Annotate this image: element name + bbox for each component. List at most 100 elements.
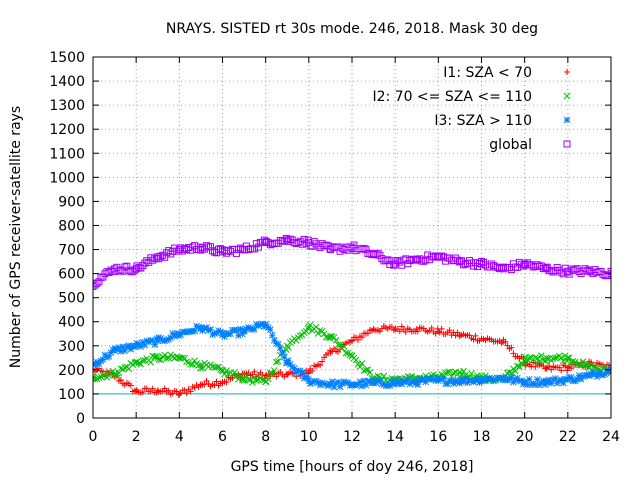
data-point: [245, 376, 252, 383]
data-point: [135, 359, 143, 367]
data-point: [460, 378, 467, 386]
data-point: [418, 376, 426, 384]
data-point: [340, 378, 348, 385]
data-point: [514, 362, 521, 370]
data-point: [406, 380, 414, 388]
data-point: [270, 367, 278, 374]
data-point: [330, 383, 338, 391]
data-point: [223, 379, 230, 386]
data-point: [115, 267, 123, 275]
data-point: [380, 381, 388, 389]
data-point: [177, 331, 185, 339]
legend: I1: SZA < 70 I2: 70 <= SZA <= 110 I3: SZA …: [372, 65, 571, 153]
data-point: [129, 268, 137, 276]
data-point: [454, 379, 461, 386]
data-point: [135, 263, 143, 271]
data-point: [187, 388, 194, 395]
y-tick-label: 1300: [49, 98, 85, 114]
data-point: [484, 375, 491, 383]
x-tick-label: 12: [343, 429, 361, 445]
data-point: [221, 333, 228, 341]
x-tick-label: 22: [559, 429, 577, 445]
data-point: [563, 92, 571, 100]
data-point: [557, 376, 565, 384]
data-point: [121, 347, 129, 355]
data-point: [531, 381, 539, 389]
data-point: [223, 367, 230, 374]
data-point: [496, 374, 503, 382]
y-tick-label: 1400: [49, 74, 85, 90]
data-point: [607, 268, 611, 276]
data-point: [97, 373, 105, 381]
data-point: [500, 376, 507, 383]
data-point: [563, 140, 571, 148]
data-point: [129, 342, 137, 350]
data-point: [302, 328, 310, 335]
data-point: [207, 243, 215, 251]
data-point: [209, 331, 216, 339]
data-point: [141, 341, 149, 349]
data-point: [107, 349, 115, 356]
data-point: [173, 353, 181, 361]
data-point: [235, 375, 242, 383]
data-point: [316, 244, 324, 252]
data-point: [274, 357, 282, 365]
data-point: [153, 335, 161, 343]
data-point: [103, 354, 111, 361]
data-point: [324, 334, 332, 341]
data-point: [183, 358, 190, 365]
data-point: [328, 378, 336, 386]
data-point: [304, 375, 312, 382]
x-tick-label: 18: [473, 429, 491, 445]
data-point: [390, 381, 398, 388]
data-point: [163, 336, 171, 344]
data-point: [145, 258, 153, 266]
data-point: [241, 377, 248, 384]
y-tick-label: 400: [58, 315, 85, 331]
data-point: [358, 382, 366, 390]
data-point: [376, 377, 384, 385]
data-point: [358, 360, 366, 367]
x-tick-label: 20: [516, 429, 534, 445]
data-point: [284, 357, 292, 364]
data-point: [257, 321, 264, 328]
data-point: [428, 324, 435, 331]
data-point: [380, 372, 388, 380]
data-point: [404, 376, 412, 383]
data-point: [117, 365, 125, 372]
data-point: [233, 326, 240, 334]
data-point: [525, 375, 533, 383]
data-point: [317, 362, 324, 369]
data-point: [277, 368, 284, 375]
data-point: [340, 343, 348, 350]
data-point: [251, 373, 258, 381]
data-point: [264, 375, 272, 383]
data-point: [250, 245, 258, 253]
data-point: [127, 382, 134, 389]
data-point: [374, 376, 382, 384]
data-point: [354, 336, 361, 343]
data-point: [551, 354, 559, 362]
data-point: [456, 379, 463, 387]
data-point: [438, 325, 445, 332]
data-point: [603, 367, 611, 375]
y-tick-label: 200: [58, 363, 85, 379]
data-point: [539, 377, 547, 385]
y-tick-label: 600: [58, 267, 85, 283]
data-point: [360, 377, 368, 385]
data-point: [143, 337, 151, 345]
legend-symbol: [564, 69, 570, 75]
data-point: [408, 377, 416, 385]
legend-symbol: [563, 140, 571, 148]
data-point: [388, 324, 395, 331]
data-point: [215, 327, 222, 334]
data-point: [466, 376, 473, 384]
data-point: [344, 379, 352, 386]
data-point: [603, 272, 611, 280]
data-point: [442, 369, 449, 377]
data-point: [358, 334, 365, 341]
data-point: [523, 259, 531, 267]
data-point: [161, 385, 168, 392]
data-point: [593, 373, 601, 381]
